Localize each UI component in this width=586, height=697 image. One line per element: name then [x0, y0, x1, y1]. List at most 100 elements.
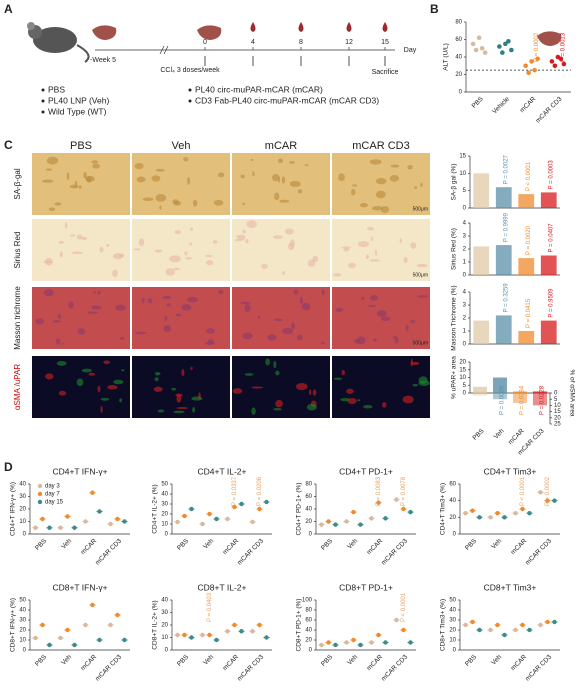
x-tick-label: Veh: [202, 653, 215, 666]
data-point: [561, 61, 567, 67]
tissue-speckle: [155, 193, 167, 202]
y-tick-label: 0: [463, 342, 467, 348]
tissue-speckle: [138, 238, 145, 247]
legend-label: day 15: [45, 500, 64, 506]
tissue-speckle: [341, 370, 346, 376]
y-tick-label: 20: [19, 507, 26, 513]
bar: [540, 320, 557, 344]
x-tick-label: mCAR CD3: [94, 653, 123, 682]
data-point: [549, 59, 555, 64]
tissue-speckle: [417, 295, 428, 298]
tissue-speckle: [77, 328, 86, 335]
y-axis-label: Sirius Red (%): [451, 228, 458, 270]
legend-swatch: [37, 491, 43, 497]
data-point: [97, 509, 102, 514]
tissue-speckle: [410, 320, 416, 324]
tissue-speckle: [115, 304, 126, 311]
data-point: [326, 640, 331, 645]
y-tick-label: 80: [305, 482, 312, 488]
tissue-speckle: [176, 407, 189, 410]
tissue-speckle: [91, 160, 99, 164]
bar: [473, 393, 487, 396]
x-tick-label: mCAR: [510, 537, 529, 556]
p-value: P = 0.0002: [545, 476, 551, 506]
bar: [518, 258, 535, 275]
data-point: [232, 622, 237, 628]
tissue-speckle: [190, 227, 193, 232]
x-tick-label: mCAR: [222, 537, 241, 556]
tissue-speckle: [335, 307, 344, 312]
y-tick-label: 5: [463, 188, 467, 194]
y-tick-label: 10: [19, 519, 26, 525]
tissue-speckle: [346, 388, 354, 394]
data-point: [97, 637, 102, 643]
bar: [473, 246, 490, 275]
histology-image: [332, 356, 430, 418]
data-point: [214, 516, 219, 522]
y-tick-label: 40: [161, 492, 168, 498]
data-point: [538, 622, 543, 628]
legend-swatch: [37, 483, 43, 489]
p-value: P = 0.0206: [257, 476, 263, 506]
data-point: [545, 619, 550, 625]
bar: [533, 391, 547, 393]
data-point: [506, 38, 511, 44]
tissue-speckle: [410, 358, 413, 367]
bar: [540, 255, 557, 275]
tissue-speckle: [246, 220, 257, 229]
y-tick-label: 100: [302, 598, 313, 604]
x-tick-label: mCAR: [80, 653, 99, 672]
data-point: [333, 642, 338, 648]
data-point: [40, 622, 45, 628]
data-point: [401, 627, 406, 633]
p-value: P = 0.9999: [503, 212, 509, 242]
x-tick-label: mCAR CD3: [94, 537, 123, 566]
x-tick-label: mCAR CD3: [236, 653, 265, 682]
bar: [495, 315, 512, 344]
p-value: P = 0.0228: [540, 385, 546, 415]
data-point: [552, 498, 557, 503]
tissue-speckle: [369, 159, 382, 165]
p-value: P = 0.0407: [548, 223, 554, 253]
data-point: [83, 519, 88, 524]
liver-icons: [92, 25, 562, 46]
tissue-speckle: [88, 372, 95, 376]
x-tick-label: mCAR CD3: [380, 653, 409, 682]
tissue-speckle: [369, 259, 380, 262]
data-point: [72, 642, 77, 648]
data-point: [207, 511, 212, 517]
tissue-speckle: [93, 290, 96, 294]
data-point: [225, 516, 230, 522]
y-tick-label: 3: [463, 303, 467, 309]
row-label: αSMA /uPAR: [13, 364, 22, 410]
tissue-speckle: [112, 269, 118, 278]
p-value: P = 0.3259: [503, 283, 509, 313]
tissue-speckle: [48, 207, 56, 211]
tissue-speckle: [55, 338, 61, 345]
legend-item: Wild Type (WT): [48, 106, 107, 116]
data-point: [495, 622, 500, 628]
data-point: [122, 637, 127, 643]
data-point: [33, 525, 38, 530]
tissue-speckle: [279, 199, 290, 203]
end-label: Sacrifice: [372, 69, 399, 76]
histology-image: [232, 287, 330, 349]
bar: [518, 194, 535, 208]
tissue-speckle: [390, 164, 400, 168]
tissue-speckle: [363, 404, 373, 409]
tissue-speckle: [176, 394, 182, 403]
timeline-break: [159, 45, 165, 55]
tissue-speckle: [92, 163, 100, 169]
bar: [495, 187, 512, 208]
y-axis-label: CD4+T IL-2+ (%): [152, 484, 159, 533]
day-label: 0: [203, 39, 207, 46]
x-tick-label: PBS: [34, 537, 49, 552]
tissue-speckle: [278, 158, 283, 164]
y-axis-label: CD4+T Tim3+ (%): [440, 483, 447, 535]
tissue-speckle: [341, 246, 351, 249]
tissue-speckle: [403, 256, 408, 264]
bullet: [41, 110, 45, 114]
data-point: [532, 67, 537, 73]
chart-title: CD8+T IFN-γ+: [52, 582, 107, 592]
